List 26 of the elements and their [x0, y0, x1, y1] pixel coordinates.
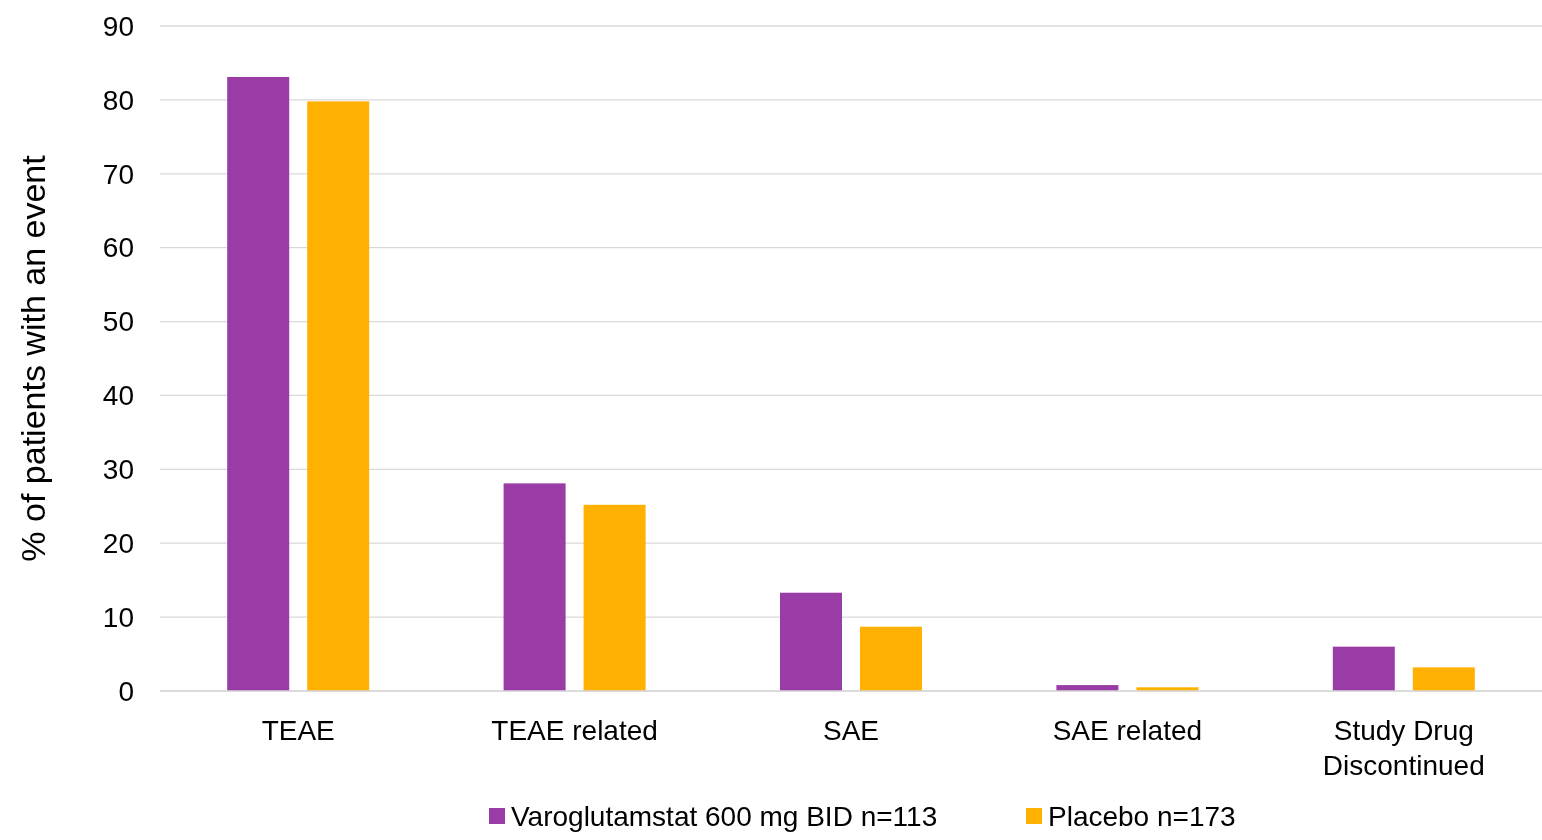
- x-tick-label: Study Drug Discontinued: [1322, 715, 1485, 781]
- bar: [860, 626, 922, 691]
- x-tick-label: TEAE: [261, 715, 335, 746]
- legend-label: Varoglutamstat 600 mg BID n=113: [511, 801, 938, 832]
- bar: [1332, 646, 1395, 691]
- bar: [1412, 667, 1475, 691]
- bar: [583, 504, 646, 691]
- y-axis-title: % of patients with an event: [14, 154, 52, 562]
- bar: [503, 483, 566, 691]
- legend-label: Placebo n=173: [1048, 801, 1236, 832]
- y-tick-label: 90: [102, 10, 134, 42]
- y-tick-label: 20: [102, 528, 134, 560]
- y-tick-label: 40: [102, 380, 134, 412]
- x-tick-label: TEAE related: [491, 715, 658, 746]
- bar: [227, 76, 290, 691]
- x-tick-label: SAE: [822, 715, 880, 746]
- y-tick-label: 70: [102, 158, 134, 190]
- x-tick-label: SAE related: [1052, 715, 1203, 746]
- y-tick-label: 80: [102, 84, 134, 116]
- bar: [307, 101, 370, 691]
- y-tick-label: 0: [118, 675, 134, 707]
- y-tick-label: 30: [102, 454, 134, 486]
- y-tick-label: 50: [102, 306, 134, 338]
- y-tick-label: 10: [102, 601, 134, 633]
- y-tick-label: 60: [102, 232, 134, 264]
- bar: [780, 592, 842, 691]
